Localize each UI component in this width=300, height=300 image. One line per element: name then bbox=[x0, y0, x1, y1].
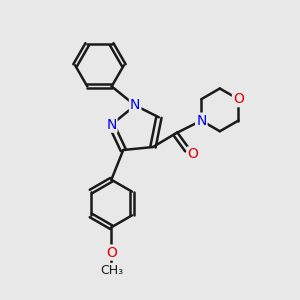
Text: O: O bbox=[106, 245, 117, 260]
Text: CH₃: CH₃ bbox=[100, 264, 123, 277]
Text: O: O bbox=[188, 148, 199, 161]
Text: N: N bbox=[130, 98, 140, 112]
Text: N: N bbox=[106, 118, 116, 132]
Text: O: O bbox=[233, 92, 244, 106]
Text: N: N bbox=[196, 114, 206, 128]
